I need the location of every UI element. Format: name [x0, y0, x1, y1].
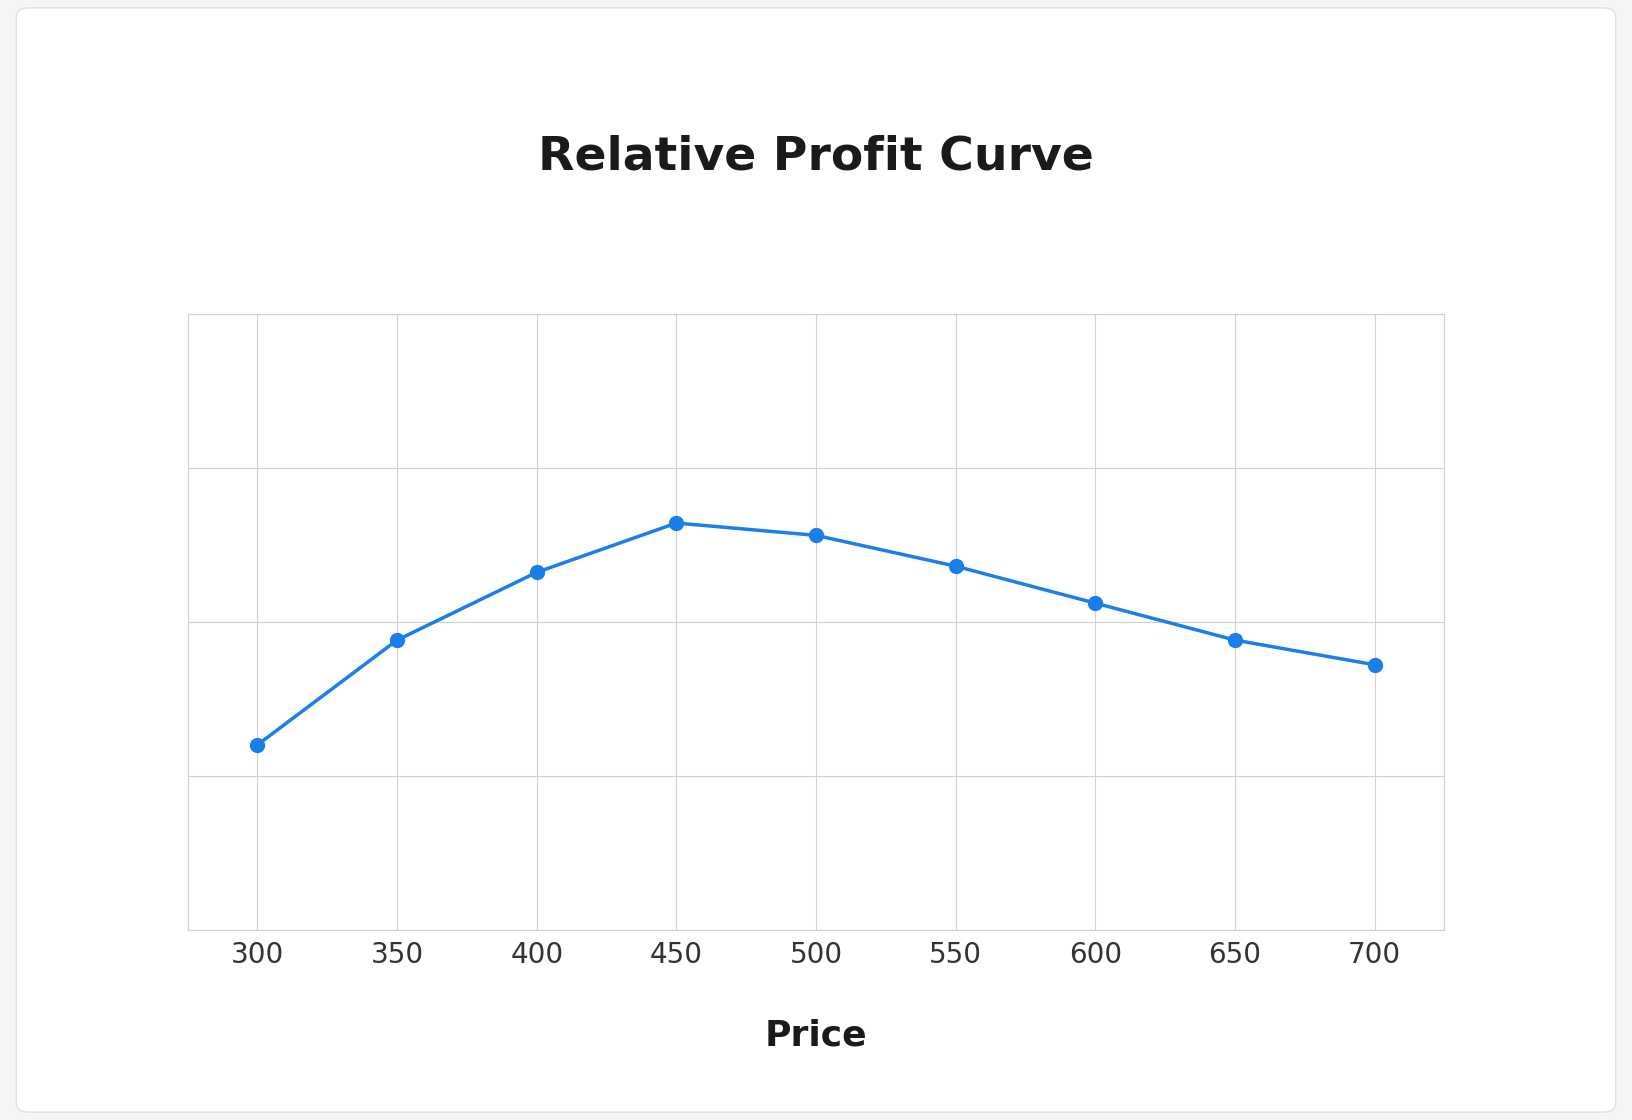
FancyBboxPatch shape — [16, 8, 1616, 1112]
Text: Price: Price — [765, 1019, 867, 1053]
Text: Relative Profit Curve: Relative Profit Curve — [539, 134, 1093, 179]
